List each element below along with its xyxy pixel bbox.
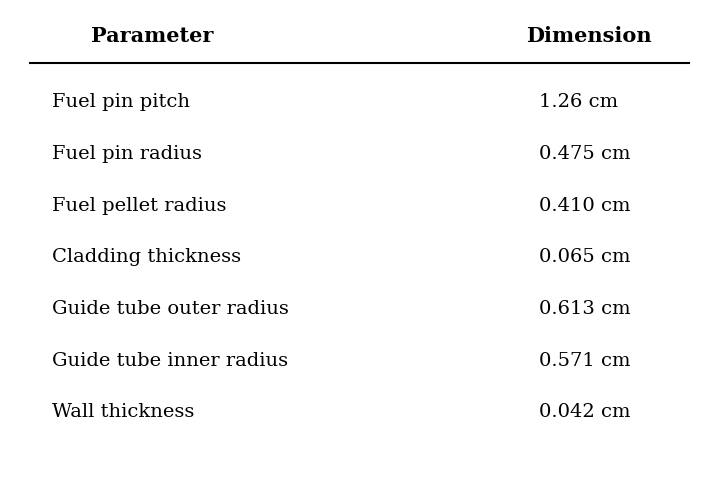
Text: Wall thickness: Wall thickness — [52, 403, 194, 421]
Text: Dimension: Dimension — [526, 26, 651, 46]
Text: 0.571 cm: 0.571 cm — [539, 352, 630, 370]
Text: Fuel pin pitch: Fuel pin pitch — [52, 93, 190, 111]
Text: 1.26 cm: 1.26 cm — [539, 93, 618, 111]
Text: 0.613 cm: 0.613 cm — [539, 300, 630, 318]
Text: 0.475 cm: 0.475 cm — [539, 145, 630, 163]
Text: Fuel pin radius: Fuel pin radius — [52, 145, 201, 163]
Text: Fuel pellet radius: Fuel pellet radius — [52, 197, 226, 215]
Text: 0.410 cm: 0.410 cm — [539, 197, 630, 215]
Text: Guide tube outer radius: Guide tube outer radius — [52, 300, 288, 318]
Text: Cladding thickness: Cladding thickness — [52, 248, 241, 266]
Text: Guide tube inner radius: Guide tube inner radius — [52, 352, 288, 370]
Text: 0.065 cm: 0.065 cm — [539, 248, 630, 266]
Text: Parameter: Parameter — [91, 26, 213, 46]
Text: 0.042 cm: 0.042 cm — [539, 403, 630, 421]
